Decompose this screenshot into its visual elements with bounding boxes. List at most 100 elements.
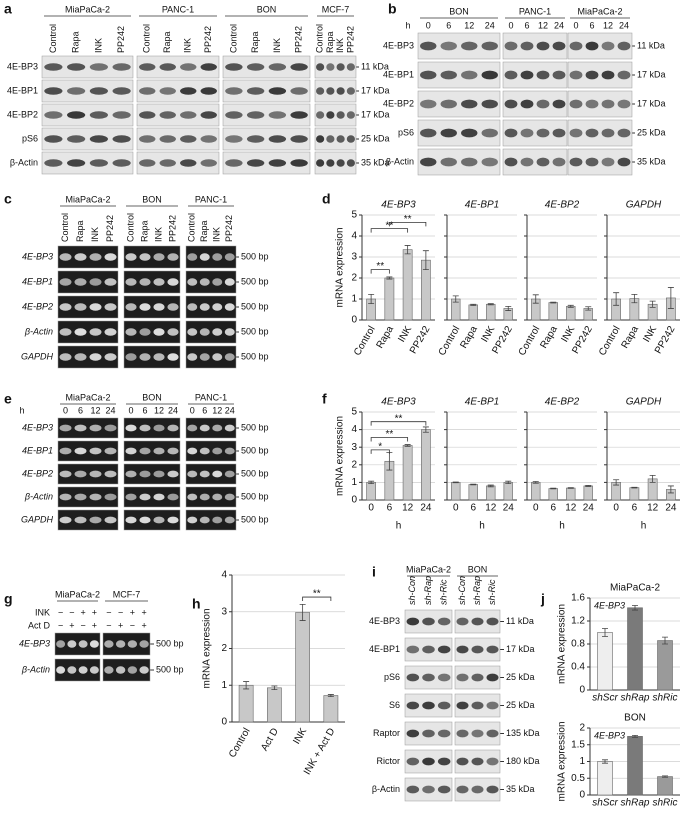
row-label: pS6 (22, 133, 38, 143)
band (290, 159, 308, 167)
error-bar (404, 245, 411, 255)
significance-mark: ** (376, 261, 384, 272)
band (440, 99, 457, 109)
blot-strip (41, 103, 134, 127)
x-tick-label: shScr (592, 693, 618, 704)
band (112, 87, 131, 95)
size-label: 500 bp (241, 351, 269, 361)
lane-label: 12 (212, 405, 222, 415)
y-tick-label: 1.2 (571, 616, 585, 627)
band (153, 253, 165, 261)
band (422, 757, 435, 766)
lane-label: PP242 (224, 215, 234, 242)
band (139, 135, 156, 143)
band (139, 159, 156, 167)
band (153, 303, 165, 311)
size-label: 17 kDa (361, 109, 390, 119)
lane-label: 12 (538, 20, 548, 30)
band (336, 87, 345, 95)
band (504, 70, 518, 80)
band (199, 353, 210, 361)
band (617, 99, 631, 109)
band (167, 253, 179, 261)
row-label: pS6 (398, 127, 414, 137)
lane-label: sh-Rap (472, 576, 482, 605)
blot-strip (57, 270, 119, 294)
band (316, 135, 325, 143)
row-label: 4E-BP3 (7, 61, 38, 71)
blot-strip (102, 632, 151, 656)
condition-name: INK (35, 607, 50, 617)
error-bar (631, 293, 638, 304)
significance-mark: ** (395, 413, 403, 424)
band (139, 666, 149, 674)
panel-letter: i (372, 564, 376, 580)
band (456, 785, 469, 794)
row-label: S6 (389, 700, 400, 710)
band (290, 135, 308, 143)
band (187, 447, 198, 455)
size-label: 17 kDa (506, 644, 535, 654)
band (199, 493, 210, 501)
band (67, 111, 86, 119)
band (456, 701, 469, 710)
size-label: 135 kDa (506, 728, 540, 738)
band (59, 470, 72, 478)
band (440, 70, 457, 80)
band (56, 666, 66, 674)
row-label: 4E-BP1 (383, 69, 414, 79)
lane-label: INK (93, 38, 103, 53)
band (199, 328, 210, 336)
error-bar (532, 294, 539, 304)
blot-strip (57, 245, 119, 269)
band (437, 617, 451, 626)
band (585, 41, 599, 51)
band (125, 353, 137, 361)
bar (566, 487, 576, 501)
blot-strip (222, 103, 311, 127)
group-name: PANC-1 (519, 6, 551, 16)
condition-sign: + (92, 620, 97, 630)
y-axis-label: mRNA expression (557, 604, 568, 684)
blot-strip (185, 486, 237, 508)
band (552, 128, 566, 138)
blot-strip (57, 463, 119, 485)
error-bar (585, 484, 592, 487)
blot-strip (314, 103, 357, 127)
y-tick-label: 2 (221, 643, 227, 654)
band (471, 645, 484, 654)
size-label: 25 kDa (361, 133, 390, 143)
x-tick-label: Rapa (375, 324, 397, 351)
band (585, 128, 599, 138)
band (569, 99, 583, 109)
bar (548, 488, 558, 501)
band (200, 135, 217, 143)
lane-label: 12 (464, 20, 474, 30)
band (406, 729, 420, 738)
band (199, 253, 210, 261)
panel-letter: e (4, 391, 12, 407)
inset-label: 4E-BP3 (594, 600, 625, 610)
lane-label: sh-Rap (423, 576, 433, 605)
chart-title: 4E-BP3 (381, 397, 416, 408)
condition-name: Act D (28, 620, 51, 630)
size-label: 500 bp (241, 468, 269, 478)
band (89, 666, 99, 674)
band (601, 99, 615, 109)
panel-letter: f (322, 391, 327, 407)
error-bar (602, 628, 608, 637)
band (246, 159, 265, 167)
band (406, 701, 420, 710)
band (56, 640, 66, 648)
group-name: BON (142, 392, 162, 402)
band (481, 99, 498, 109)
panel-letter: h (192, 596, 201, 612)
band (440, 41, 457, 51)
band (486, 645, 499, 654)
row-label: GAPDH (21, 351, 54, 361)
row-label: pS6 (384, 672, 400, 682)
band (585, 157, 599, 167)
band (552, 70, 566, 80)
band (486, 785, 499, 794)
band (471, 785, 484, 794)
